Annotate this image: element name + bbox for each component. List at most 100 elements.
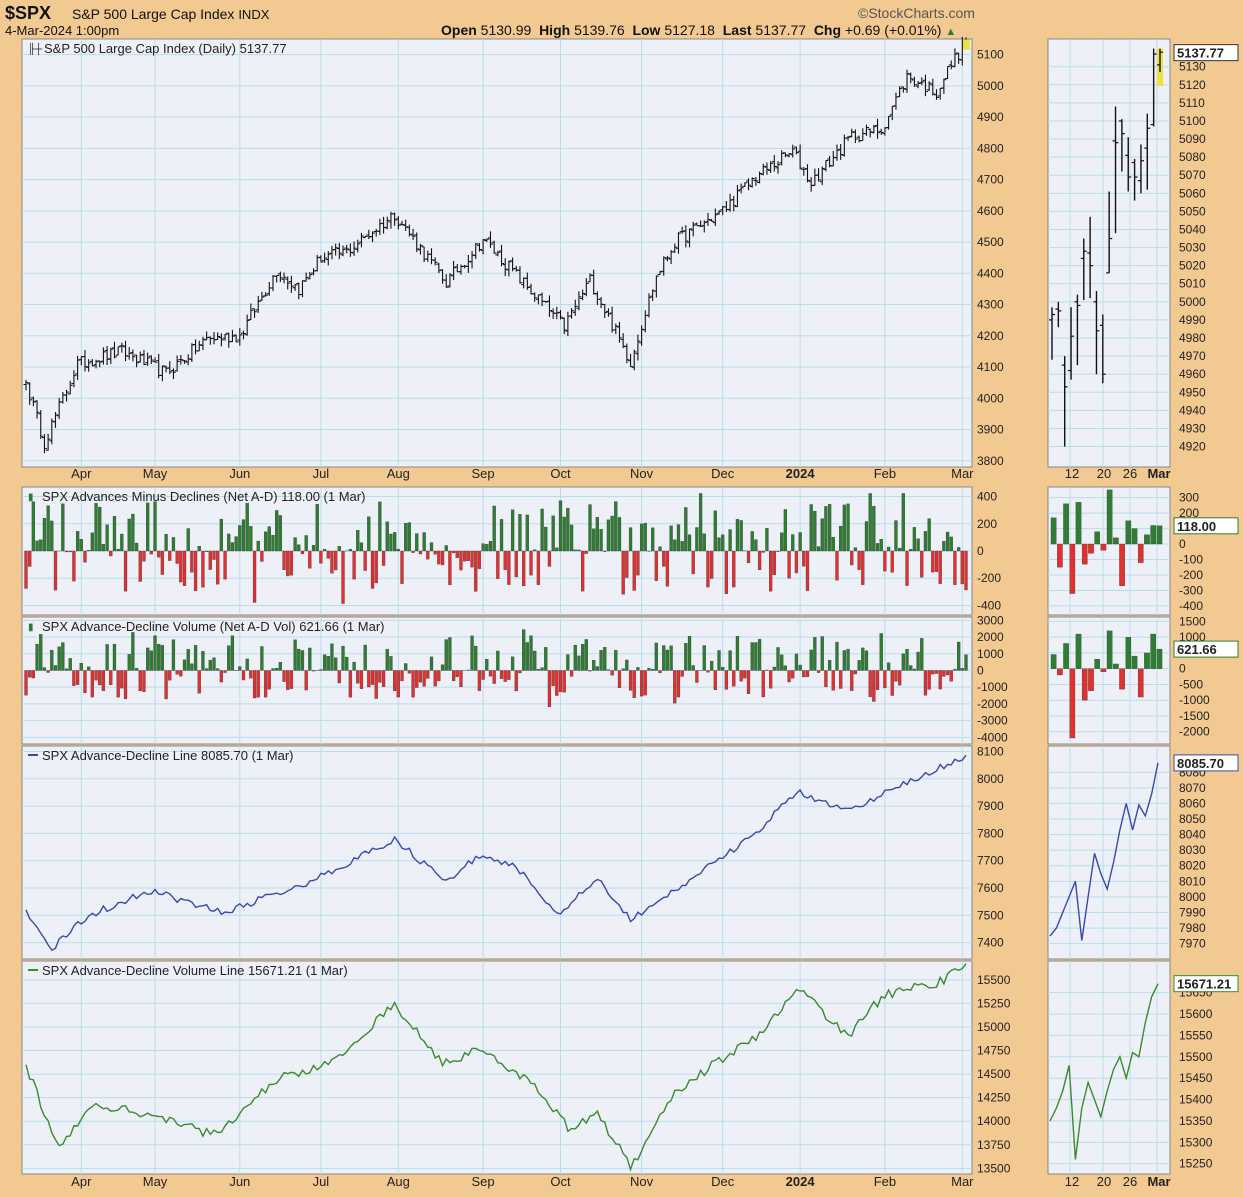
bar-net-ad bbox=[639, 523, 644, 552]
bar-net-ad bbox=[337, 546, 341, 552]
bar-net-ad bbox=[886, 546, 891, 552]
zoom-y-tick-label-price: 5110 bbox=[1179, 96, 1205, 110]
zoom-y-tick-label-net-ad: -400 bbox=[1179, 599, 1203, 613]
panel-price bbox=[21, 38, 973, 468]
bar-net-ad bbox=[153, 501, 157, 552]
zoom-bar-net-ad-vol bbox=[1131, 655, 1138, 669]
bar-net-ad bbox=[28, 550, 32, 567]
zoom-y-tick-label-net-ad-vol: 1500 bbox=[1179, 614, 1206, 628]
bar-net-ad-vol bbox=[839, 670, 843, 689]
bar-net-ad-vol bbox=[326, 656, 330, 671]
bar-net-ad-vol bbox=[581, 644, 585, 671]
bar-net-ad bbox=[278, 515, 282, 552]
bar-net-ad-vol bbox=[370, 670, 375, 685]
bar-net-ad-vol bbox=[72, 670, 76, 686]
bar-net-ad-vol bbox=[57, 646, 61, 671]
bar-net-ad-vol bbox=[112, 643, 117, 671]
bar-net-ad-vol bbox=[459, 670, 463, 687]
y-tick-label-price: 4200 bbox=[977, 329, 1004, 343]
bar-net-ad bbox=[488, 541, 493, 552]
zoom-y-tick-label-price: 4960 bbox=[1179, 367, 1206, 381]
bar-net-ad bbox=[927, 518, 931, 552]
zoom-y-tick-label-net-ad: -200 bbox=[1179, 568, 1203, 582]
bar-net-ad bbox=[61, 503, 65, 552]
zoom-y-tick-label-price: 5090 bbox=[1179, 132, 1206, 146]
bar-net-ad-vol bbox=[87, 666, 91, 671]
bar-net-ad bbox=[359, 542, 364, 552]
bar-net-ad bbox=[769, 550, 773, 592]
bar-net-ad bbox=[477, 550, 482, 569]
bar-net-ad bbox=[146, 502, 150, 552]
zoom-y-tick-label-ad-line: 8070 bbox=[1179, 781, 1206, 795]
bar-net-ad-vol bbox=[886, 662, 891, 671]
bar-net-ad bbox=[72, 550, 76, 582]
bar-net-ad bbox=[35, 540, 39, 552]
bar-net-ad bbox=[31, 501, 35, 552]
zoom-y-tick-label-price: 4980 bbox=[1179, 331, 1206, 345]
bar-net-ad bbox=[750, 531, 754, 552]
bar-net-ad-vol bbox=[359, 670, 364, 689]
bar-net-ad-vol bbox=[429, 656, 434, 671]
panel-title-net-ad: SPX Advances Minus Declines (Net A-D) 11… bbox=[42, 489, 365, 504]
zoom-bar-net-ad-vol bbox=[1106, 630, 1113, 669]
zoom-bar-net-ad bbox=[1094, 531, 1100, 545]
bar-net-ad-vol bbox=[783, 665, 787, 671]
bar-net-ad bbox=[252, 550, 257, 603]
zoom-bar-net-ad-vol bbox=[1137, 668, 1144, 698]
bar-net-ad bbox=[780, 532, 784, 552]
bar-net-ad bbox=[687, 534, 692, 552]
last-tag-net-ad-vol: 621.66 bbox=[1177, 642, 1217, 657]
bar-net-ad-vol bbox=[440, 664, 445, 671]
zoom-bar-net-ad bbox=[1150, 525, 1156, 545]
bar-net-ad bbox=[802, 550, 806, 567]
bar-net-ad bbox=[219, 518, 223, 552]
bar-net-ad-vol bbox=[735, 636, 740, 671]
y-tick-label-ad-volume-line: 14750 bbox=[977, 1044, 1011, 1058]
bar-net-ad-vol bbox=[724, 670, 729, 690]
bar-net-ad bbox=[286, 550, 290, 577]
bar-net-ad-vol bbox=[385, 649, 389, 671]
zoom-y-tick-label-ad-volume-line: 15350 bbox=[1179, 1114, 1213, 1128]
bar-net-ad bbox=[525, 514, 529, 552]
bar-net-ad-vol bbox=[875, 670, 880, 690]
bar-net-ad bbox=[223, 550, 227, 580]
bar-net-ad bbox=[577, 549, 581, 552]
bar-net-ad bbox=[850, 550, 854, 566]
bar-net-ad-vol bbox=[710, 660, 714, 671]
bar-net-ad-vol bbox=[356, 670, 360, 684]
zoom-x-axis-label: 12 bbox=[1065, 466, 1079, 481]
bar-net-ad-vol bbox=[857, 660, 861, 671]
zoom-bar-net-ad bbox=[1106, 489, 1113, 545]
bar-net-ad-vol bbox=[289, 670, 294, 689]
zoom-y-tick-label-net-ad: -300 bbox=[1179, 583, 1203, 597]
bar-net-ad-vol bbox=[433, 670, 437, 687]
bar-net-ad bbox=[98, 506, 102, 552]
bar-net-ad-vol bbox=[352, 661, 356, 671]
bar-net-ad bbox=[746, 550, 751, 564]
bar-net-ad-vol bbox=[942, 670, 946, 677]
bar-net-ad-vol bbox=[149, 650, 153, 671]
zoom-x-axis-label: 26 bbox=[1123, 1174, 1137, 1189]
zoom-bar-net-ad-vol bbox=[1094, 659, 1100, 669]
bar-net-ad bbox=[381, 550, 386, 566]
bar-net-ad-vol bbox=[957, 641, 961, 671]
bar-net-ad bbox=[724, 550, 729, 595]
bar-net-ad bbox=[241, 519, 246, 552]
bar-net-ad bbox=[46, 505, 50, 552]
bar-net-ad-vol bbox=[238, 666, 242, 671]
price-last-tag-box bbox=[1173, 44, 1239, 62]
last-value: 5137.77 bbox=[755, 22, 807, 38]
bar-net-ad bbox=[964, 550, 968, 591]
y-tick-label-price: 3900 bbox=[977, 423, 1004, 437]
bar-net-ad-vol bbox=[743, 670, 747, 679]
bar-net-ad bbox=[592, 528, 596, 552]
y-tick-label-net-ad-vol: -3000 bbox=[977, 714, 1008, 728]
bar-net-ad-vol bbox=[934, 670, 939, 674]
bar-net-ad-vol bbox=[953, 668, 957, 671]
bar-net-ad bbox=[260, 550, 264, 562]
bar-net-ad bbox=[676, 524, 681, 552]
zoom-bar-net-ad-vol bbox=[1113, 663, 1119, 669]
bar-net-ad bbox=[492, 505, 496, 552]
bar-net-ad bbox=[835, 550, 839, 581]
